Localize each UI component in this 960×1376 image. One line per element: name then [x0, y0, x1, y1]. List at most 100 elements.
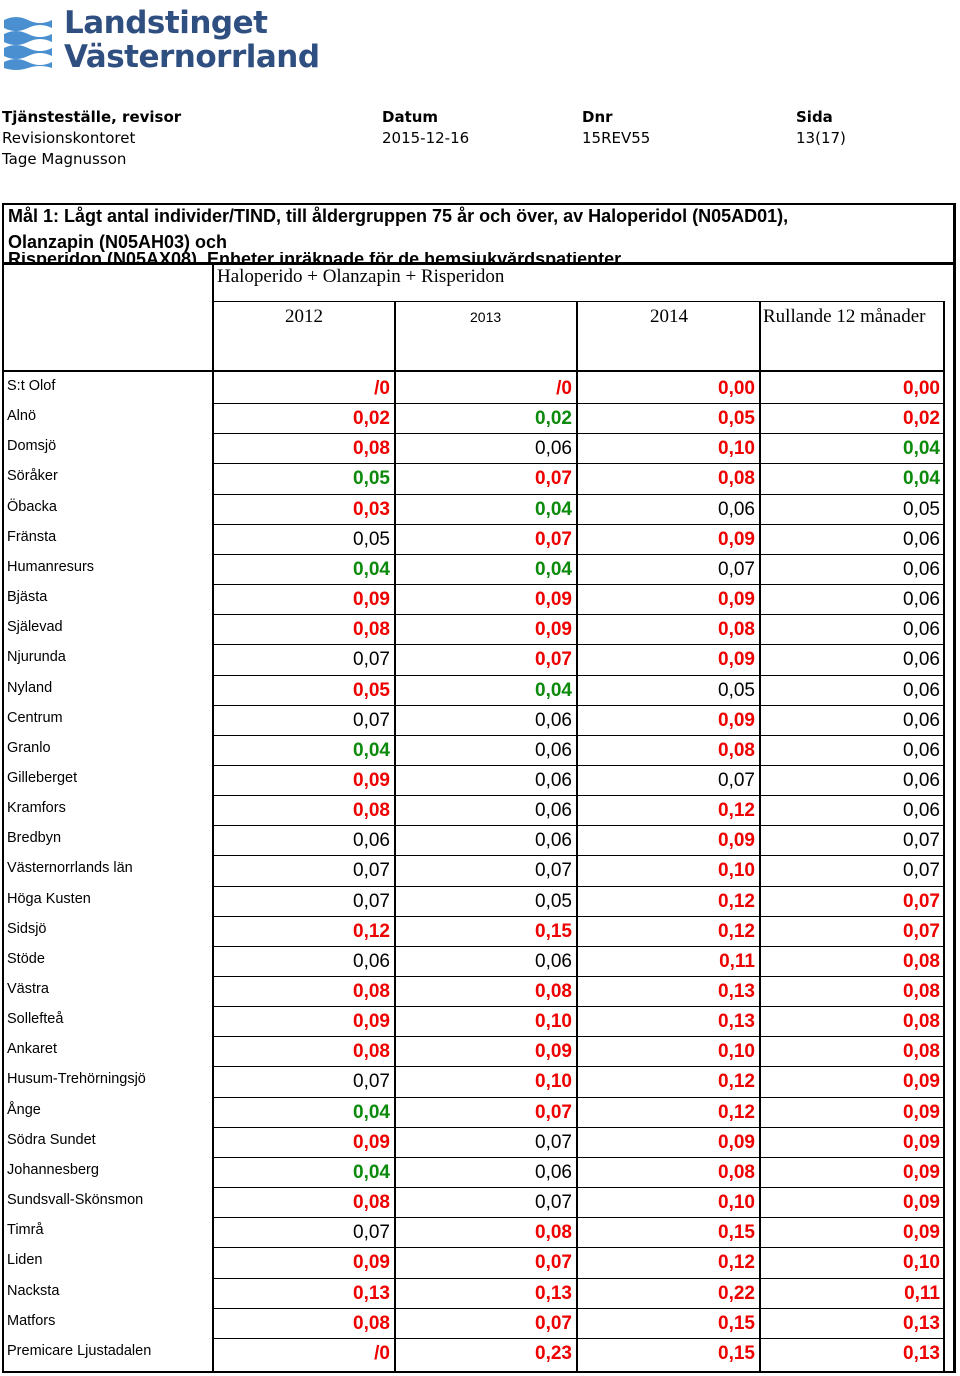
row-label: Öbacka: [7, 498, 57, 515]
table-cell: 0,10: [903, 1252, 940, 1274]
table-cell: 0,08: [903, 981, 940, 1002]
table-cell: 0,04: [353, 739, 390, 761]
grid-hline-row: [214, 614, 945, 615]
table-cell: 0,08: [353, 1312, 390, 1334]
table-cell: 0,02: [353, 408, 390, 430]
row-label: Ankaret: [7, 1041, 57, 1058]
table-cell: 0,07: [903, 860, 940, 882]
table-cell: 0,10: [535, 1071, 572, 1093]
row-label: Centrum: [7, 709, 63, 726]
goal-title-line3-clipped: Risperidon (N05AX08). Enheter inräknade …: [0, 252, 956, 264]
table-cell: 0,10: [718, 438, 755, 460]
table-cell: 0,13: [353, 1282, 390, 1304]
grid-vline-right-edge: [953, 262, 956, 1372]
table-cell: 0,08: [535, 1222, 572, 1244]
grid-hline-row: [214, 1338, 945, 1339]
grid-hline-row: [214, 433, 945, 434]
header-author-column: Tjänsteställe, revisor Revisionskontoret…: [2, 107, 181, 170]
row-label: Liden: [7, 1252, 43, 1269]
grid-hline-row: [214, 1217, 945, 1218]
logo-line2: Västernorrland: [64, 39, 320, 75]
table-cell: 0,06: [903, 649, 940, 671]
grid-hline-row: [214, 1278, 945, 1279]
grid-hline-row: [214, 463, 945, 464]
table-cell: 0,08: [903, 1041, 940, 1063]
table-cell: 0,08: [353, 1041, 390, 1063]
table-cell: 0,07: [718, 769, 755, 791]
row-label: Ånge: [7, 1101, 41, 1118]
row-label: Sollefteå: [7, 1011, 64, 1028]
grid-hline-row: [214, 675, 945, 676]
row-label: Själevad: [7, 619, 63, 636]
table-cell: 0,09: [353, 1252, 390, 1274]
table-cell: 0,07: [535, 1131, 572, 1153]
table-cell: 0,09: [718, 589, 755, 611]
grid-hline-row: [214, 765, 945, 766]
table-cell: 0,09: [718, 830, 755, 852]
grid-hline-row: [214, 916, 945, 917]
column-header-rolling: Rullande 12 månader: [763, 306, 926, 327]
table-cell: 0,08: [353, 1192, 390, 1214]
logo-emblem-icon: [4, 17, 52, 70]
row-label: Humanresurs: [7, 558, 95, 575]
logo-wordmark: Landstinget Västernorrland: [64, 6, 320, 74]
table-cell: 0,09: [535, 589, 572, 611]
table-cell: 0,07: [535, 528, 572, 550]
table-cell: 0,07: [903, 830, 940, 852]
grid-hline-row: [214, 584, 945, 585]
table-cell: 0,09: [903, 1161, 940, 1183]
table-cell: /0: [374, 1342, 390, 1364]
table-cell: 0,05: [903, 498, 940, 520]
table-cell: 0,06: [535, 1161, 572, 1183]
table-cell: 0,08: [353, 981, 390, 1002]
table-cell: 0,04: [535, 679, 572, 701]
grid-hline-row: [214, 1187, 945, 1188]
table-cell: 0,06: [535, 739, 572, 761]
table-cell: 0,05: [718, 679, 755, 701]
row-label: Timrå: [7, 1222, 44, 1239]
table-cell: 0,09: [903, 1192, 940, 1214]
header-dnr-value: 15REV55: [582, 129, 651, 147]
table-cell: 0,11: [719, 950, 755, 972]
table-cell: 0,15: [718, 1222, 755, 1244]
table-cell: /0: [374, 378, 390, 399]
table-cell: 0,10: [718, 1041, 755, 1063]
table-cell: 0,08: [353, 619, 390, 641]
grid-vline-label-divider: [212, 262, 214, 1372]
header-date-label: Datum: [382, 108, 439, 126]
grid-hline-row: [214, 735, 945, 736]
table-cell: 0,22: [718, 1282, 755, 1304]
table-cell: 0,06: [535, 950, 572, 972]
grid-hline-row: [214, 644, 945, 645]
table-cell: 0,04: [535, 498, 572, 520]
header-page-column: Sida 13(17): [796, 107, 846, 149]
table-cell: 0,13: [903, 1312, 940, 1334]
row-label: Söråker: [7, 468, 58, 485]
table-cell: 0,08: [718, 1161, 755, 1183]
table-cell: 0,04: [353, 1101, 390, 1123]
table-cell: 0,08: [718, 468, 755, 490]
table-cell: 0,07: [903, 920, 940, 942]
grid-hline-row: [214, 795, 945, 796]
row-label: Västra: [7, 981, 49, 997]
table-cell: 0,12: [718, 890, 755, 912]
table-cell: 0,05: [535, 890, 572, 912]
table-cell: 0,09: [353, 1011, 390, 1033]
table-cell: 0,10: [718, 860, 755, 882]
table-cell: 0,08: [353, 438, 390, 460]
row-label: Domsjö: [7, 438, 57, 455]
goal-title-line3: Risperidon (N05AX08). Enheter inräknade …: [8, 252, 622, 264]
grid-hline-row: [214, 855, 945, 856]
table-cell: 0,09: [903, 1131, 940, 1153]
grid-hline-row: [214, 494, 945, 495]
row-label: Nyland: [7, 679, 53, 696]
table-cell: 0,12: [718, 920, 755, 942]
grid-vline-col2: [576, 302, 578, 1372]
row-label: Bredbyn: [7, 830, 62, 847]
grid-hline-row: [214, 705, 945, 706]
grid-hline-row: [214, 554, 945, 555]
table-cell: 0,05: [353, 679, 390, 701]
column-header-2014: 2014: [650, 306, 688, 327]
grid-hline-row: [214, 1127, 945, 1128]
table-cell: 0,07: [535, 1101, 572, 1123]
